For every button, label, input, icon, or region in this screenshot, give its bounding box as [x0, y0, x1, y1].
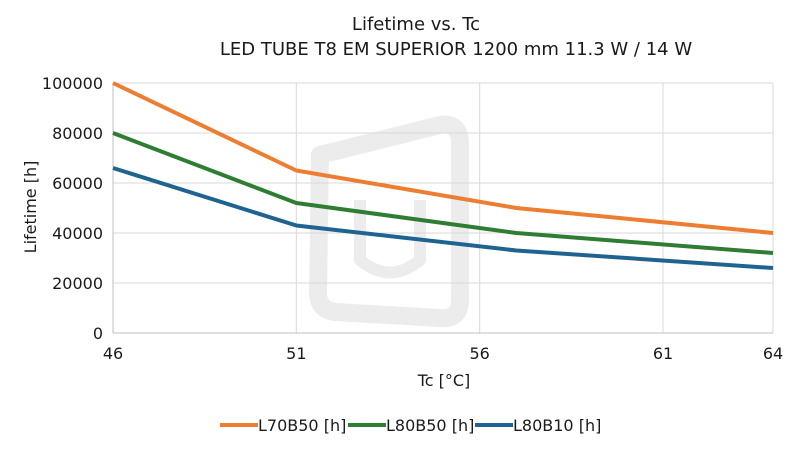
- x-tick-label: 56: [469, 344, 489, 363]
- y-tick-label: 80000: [52, 124, 103, 143]
- x-tick-label: 64: [763, 344, 783, 363]
- y-tick-label: 60000: [52, 174, 103, 193]
- x-tick-label: 46: [103, 344, 123, 363]
- axes: [112, 83, 773, 334]
- legend: L70B50 [h] L80B50 [h] L80B10 [h]: [220, 416, 601, 435]
- x-tick-label: 51: [286, 344, 306, 363]
- x-axis-label: Tc [°C]: [417, 371, 471, 390]
- y-tick-label: 100000: [42, 74, 103, 93]
- chart-subtitle: LED TUBE T8 EM SUPERIOR 1200 mm 11.3 W /…: [220, 39, 692, 60]
- x-tick-label: 61: [653, 344, 673, 363]
- legend-entry: L80B10 [h]: [513, 416, 601, 435]
- series-line-1: [112, 81, 774, 235]
- x-tick-labels: 46 51 56 61 64: [103, 344, 783, 363]
- y-tick-label: 0: [93, 324, 103, 343]
- legend-entry: L70B50 [h]: [258, 416, 346, 435]
- chart-title: Lifetime vs. Tc: [352, 14, 480, 35]
- series-lines: [112, 81, 774, 270]
- y-tick-labels: 0 20000 40000 60000 80000 100000: [42, 74, 103, 343]
- y-tick-label: 40000: [52, 224, 103, 243]
- series-line-3: [112, 166, 774, 270]
- series-line-2: [112, 131, 774, 255]
- legend-entry: L80B50 [h]: [386, 416, 474, 435]
- watermark-logo-icon: [309, 115, 469, 328]
- y-tick-label: 20000: [52, 274, 103, 293]
- y-axis-label: Lifetime [h]: [21, 161, 40, 254]
- grid-lines: [113, 82, 774, 333]
